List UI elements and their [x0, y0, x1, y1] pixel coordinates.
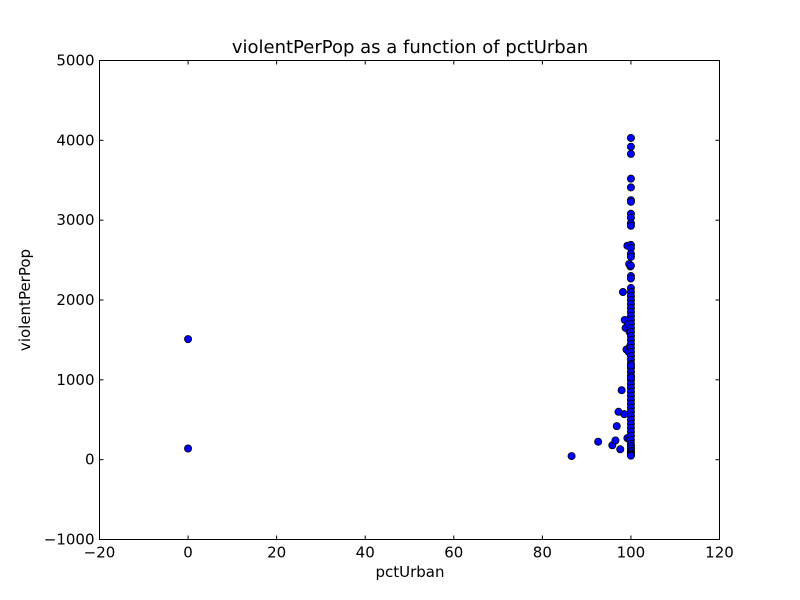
data-point — [626, 183, 635, 192]
x-tick-label: 100 — [617, 544, 646, 562]
data-point — [620, 410, 629, 419]
data-point — [618, 288, 627, 297]
data-point — [594, 437, 603, 446]
chart-title: violentPerPop as a function of pctUrban — [232, 37, 588, 58]
data-point — [626, 142, 635, 151]
data-point — [626, 274, 635, 283]
x-tick-label: 0 — [183, 544, 193, 562]
data-point — [617, 386, 626, 395]
y-tick-label: 2000 — [56, 291, 94, 309]
y-tick-label: 5000 — [56, 52, 94, 70]
data-point — [626, 451, 635, 460]
data-point — [626, 133, 635, 142]
y-tick-label: 4000 — [56, 131, 94, 149]
plot-area — [99, 60, 720, 540]
data-point — [616, 445, 625, 454]
x-tick-label: 20 — [267, 544, 286, 562]
data-point — [626, 197, 635, 206]
data-point — [626, 221, 635, 230]
axis-ticks: −20 0 20 40 60 80 100 120 −1000 0 1000 2000 3000 4000… — [44, 52, 734, 562]
data-point — [626, 252, 635, 261]
x-tick-label: 80 — [533, 544, 552, 562]
y-tick-label: −1000 — [44, 531, 95, 549]
x-axis-label: pctUrban — [375, 563, 444, 581]
data-point — [567, 452, 576, 461]
data-point — [611, 436, 620, 445]
y-tick-label: 0 — [85, 451, 95, 469]
data-point — [626, 174, 635, 183]
data-point — [626, 373, 635, 382]
x-tick-label: 40 — [356, 544, 375, 562]
data-point — [184, 335, 193, 344]
x-tick-label: −20 — [84, 544, 116, 562]
data-point — [612, 422, 621, 431]
data-point — [184, 444, 193, 453]
x-tick-label: 60 — [444, 544, 463, 562]
data-point — [626, 261, 635, 270]
data-point — [626, 361, 635, 370]
data-point — [626, 149, 635, 158]
data-points — [184, 133, 635, 461]
x-tick-label: 120 — [705, 544, 734, 562]
y-tick-label: 3000 — [56, 211, 94, 229]
y-tick-label: 1000 — [56, 371, 94, 389]
y-axis-label: violentPerPop — [16, 249, 34, 351]
plot-frame — [99, 60, 720, 540]
